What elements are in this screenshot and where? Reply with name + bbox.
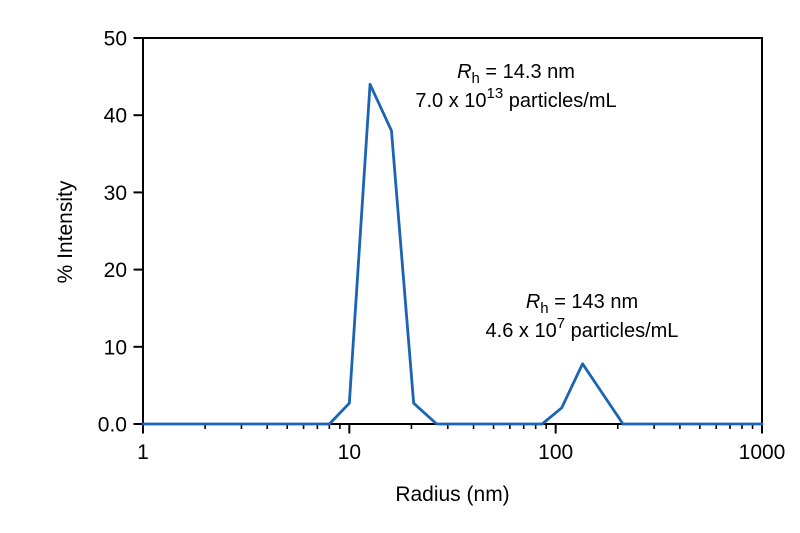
annotation-segment: h — [540, 300, 548, 317]
annotation-segment: 7 — [557, 315, 565, 332]
annotation-segment: 7.0 x 10 — [415, 90, 486, 112]
y-tick-label: 40 — [104, 105, 127, 128]
annotation-segment: particles/mL — [503, 90, 616, 112]
y-tick-label: 20 — [104, 259, 127, 282]
peak-1-annotation-line-2: 7.0 x 1013 particles/mL — [415, 85, 616, 112]
annotation-segment: particles/mL — [565, 320, 678, 342]
y-tick-label: 50 — [104, 28, 127, 51]
y-tick-label: 30 — [104, 182, 127, 205]
peak-1-annotation-line-1: Rh = 14.3 nm — [457, 61, 575, 87]
x-tick-label: 100 — [538, 441, 573, 464]
peak-2-annotation-line-2: 4.6 x 107 particles/mL — [486, 315, 679, 342]
annotation-segment: R — [457, 61, 471, 83]
y-tick-label: 10 — [104, 336, 127, 359]
annotation-segment: h — [472, 70, 480, 87]
annotation-segment: = 143 nm — [549, 291, 639, 313]
y-axis-title: % Intensity — [54, 180, 77, 283]
y-tick-label: 0.0 — [98, 414, 127, 437]
series-intensity-distribution — [141, 82, 764, 426]
annotation-segment: R — [526, 291, 540, 313]
annotation-segment: 4.6 x 10 — [486, 320, 557, 342]
annotation-segment: = 14.3 nm — [480, 61, 575, 83]
x-tick-label: 10 — [338, 441, 361, 464]
x-tick-label: 1000 — [739, 441, 786, 464]
x-tick-label: 1 — [137, 441, 149, 464]
annotation-segment: 13 — [487, 85, 504, 102]
peak-2-annotation-line-1: Rh = 143 nm — [526, 291, 638, 317]
x-axis-title: Radius (nm) — [395, 483, 509, 506]
